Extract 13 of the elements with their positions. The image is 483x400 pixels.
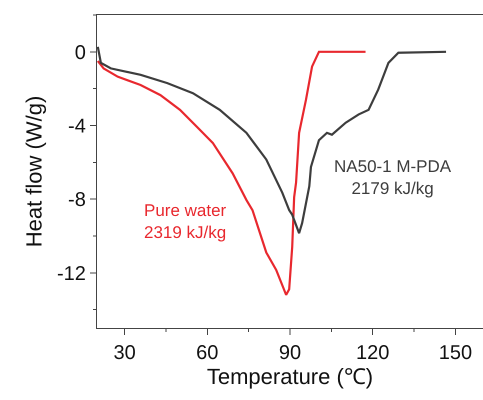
y-axis-title: Heat flow (W/g) <box>22 96 47 248</box>
y-tick-label: -4 <box>68 115 86 138</box>
series-label: NA50-1 M-PDA 2179 kJ/kg <box>334 157 452 198</box>
y-tick-label: 0 <box>74 42 86 64</box>
x-axis-title: Temperature (℃) <box>206 364 374 390</box>
series-label: Pure water 2319 kJ/kg <box>144 201 227 242</box>
x-tick-label: 60 <box>196 342 218 364</box>
x-tick-label: 30 <box>113 342 136 364</box>
x-tick-label: 90 <box>278 342 302 364</box>
x-tick-label: 150 <box>438 342 472 364</box>
y-tick-label: -12 <box>56 262 86 285</box>
x-tick-label: 120 <box>356 342 390 364</box>
y-tick-label: -8 <box>68 189 86 212</box>
